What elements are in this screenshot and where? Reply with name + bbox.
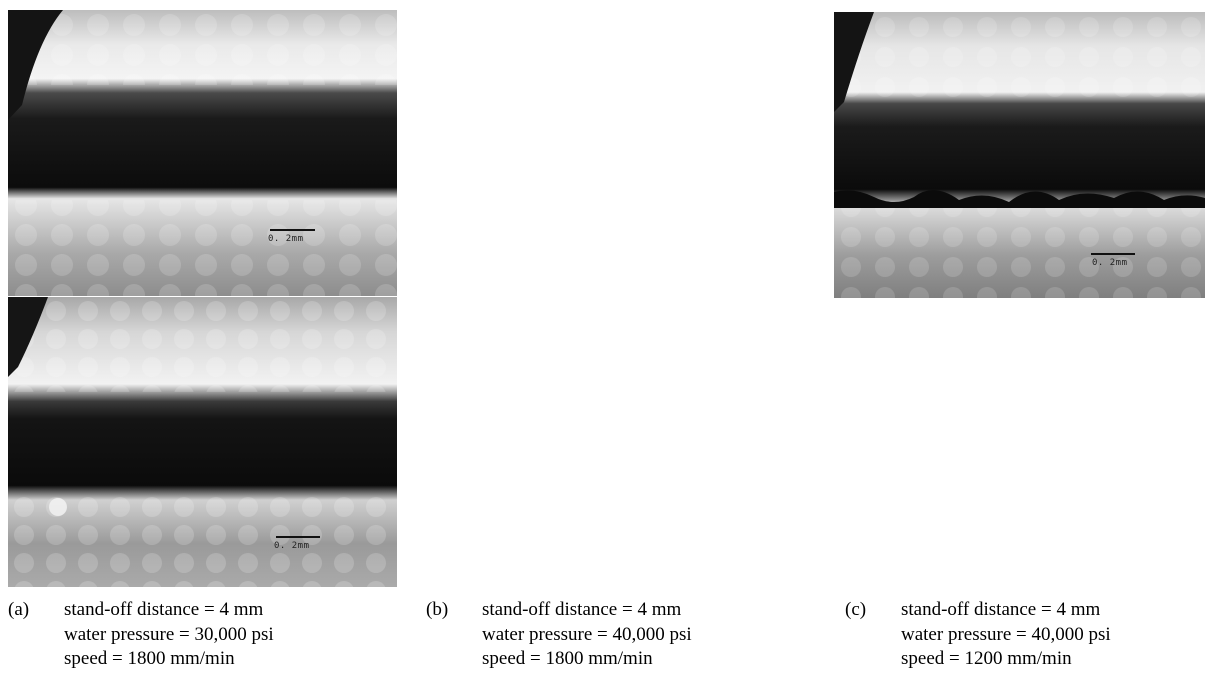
scale-bar-a-top [270, 229, 315, 231]
scale-bar-a-bottom [276, 536, 320, 538]
micrograph-a-top [8, 10, 397, 296]
caption-a-speed: speed = 1800 mm/min [64, 648, 235, 669]
caption-c-speed: speed = 1200 mm/min [901, 648, 1072, 669]
micrograph-a-bottom [8, 297, 397, 587]
caption-a-standoff: stand-off distance = 4 mm [64, 599, 264, 620]
caption-a-pressure: water pressure = 30,000 psi [64, 623, 274, 645]
caption-b-standoff: stand-off distance = 4 mm [482, 599, 682, 620]
scale-label-c: 0. 2mm [1092, 258, 1128, 268]
caption-b-pressure: water pressure = 40,000 psi [482, 623, 692, 645]
micrograph-a-bottom-image [8, 297, 397, 587]
caption-c-letter: (c) [845, 599, 867, 620]
caption-b-letter: (b) [426, 599, 449, 620]
caption-c-pressure: water pressure = 40,000 psi [901, 623, 1111, 645]
micrograph-c [834, 12, 1205, 298]
micrograph-a-top-image [8, 10, 397, 296]
caption-b-speed: speed = 1800 mm/min [482, 648, 653, 669]
scale-bar-c [1091, 253, 1135, 255]
caption-a-letter: (a) [8, 599, 30, 620]
scale-label-a-top: 0. 2mm [268, 234, 304, 244]
scale-label-a-bottom: 0. 2mm [274, 541, 310, 551]
caption-c-standoff: stand-off distance = 4 mm [901, 599, 1101, 620]
micrograph-c-image [834, 12, 1205, 298]
